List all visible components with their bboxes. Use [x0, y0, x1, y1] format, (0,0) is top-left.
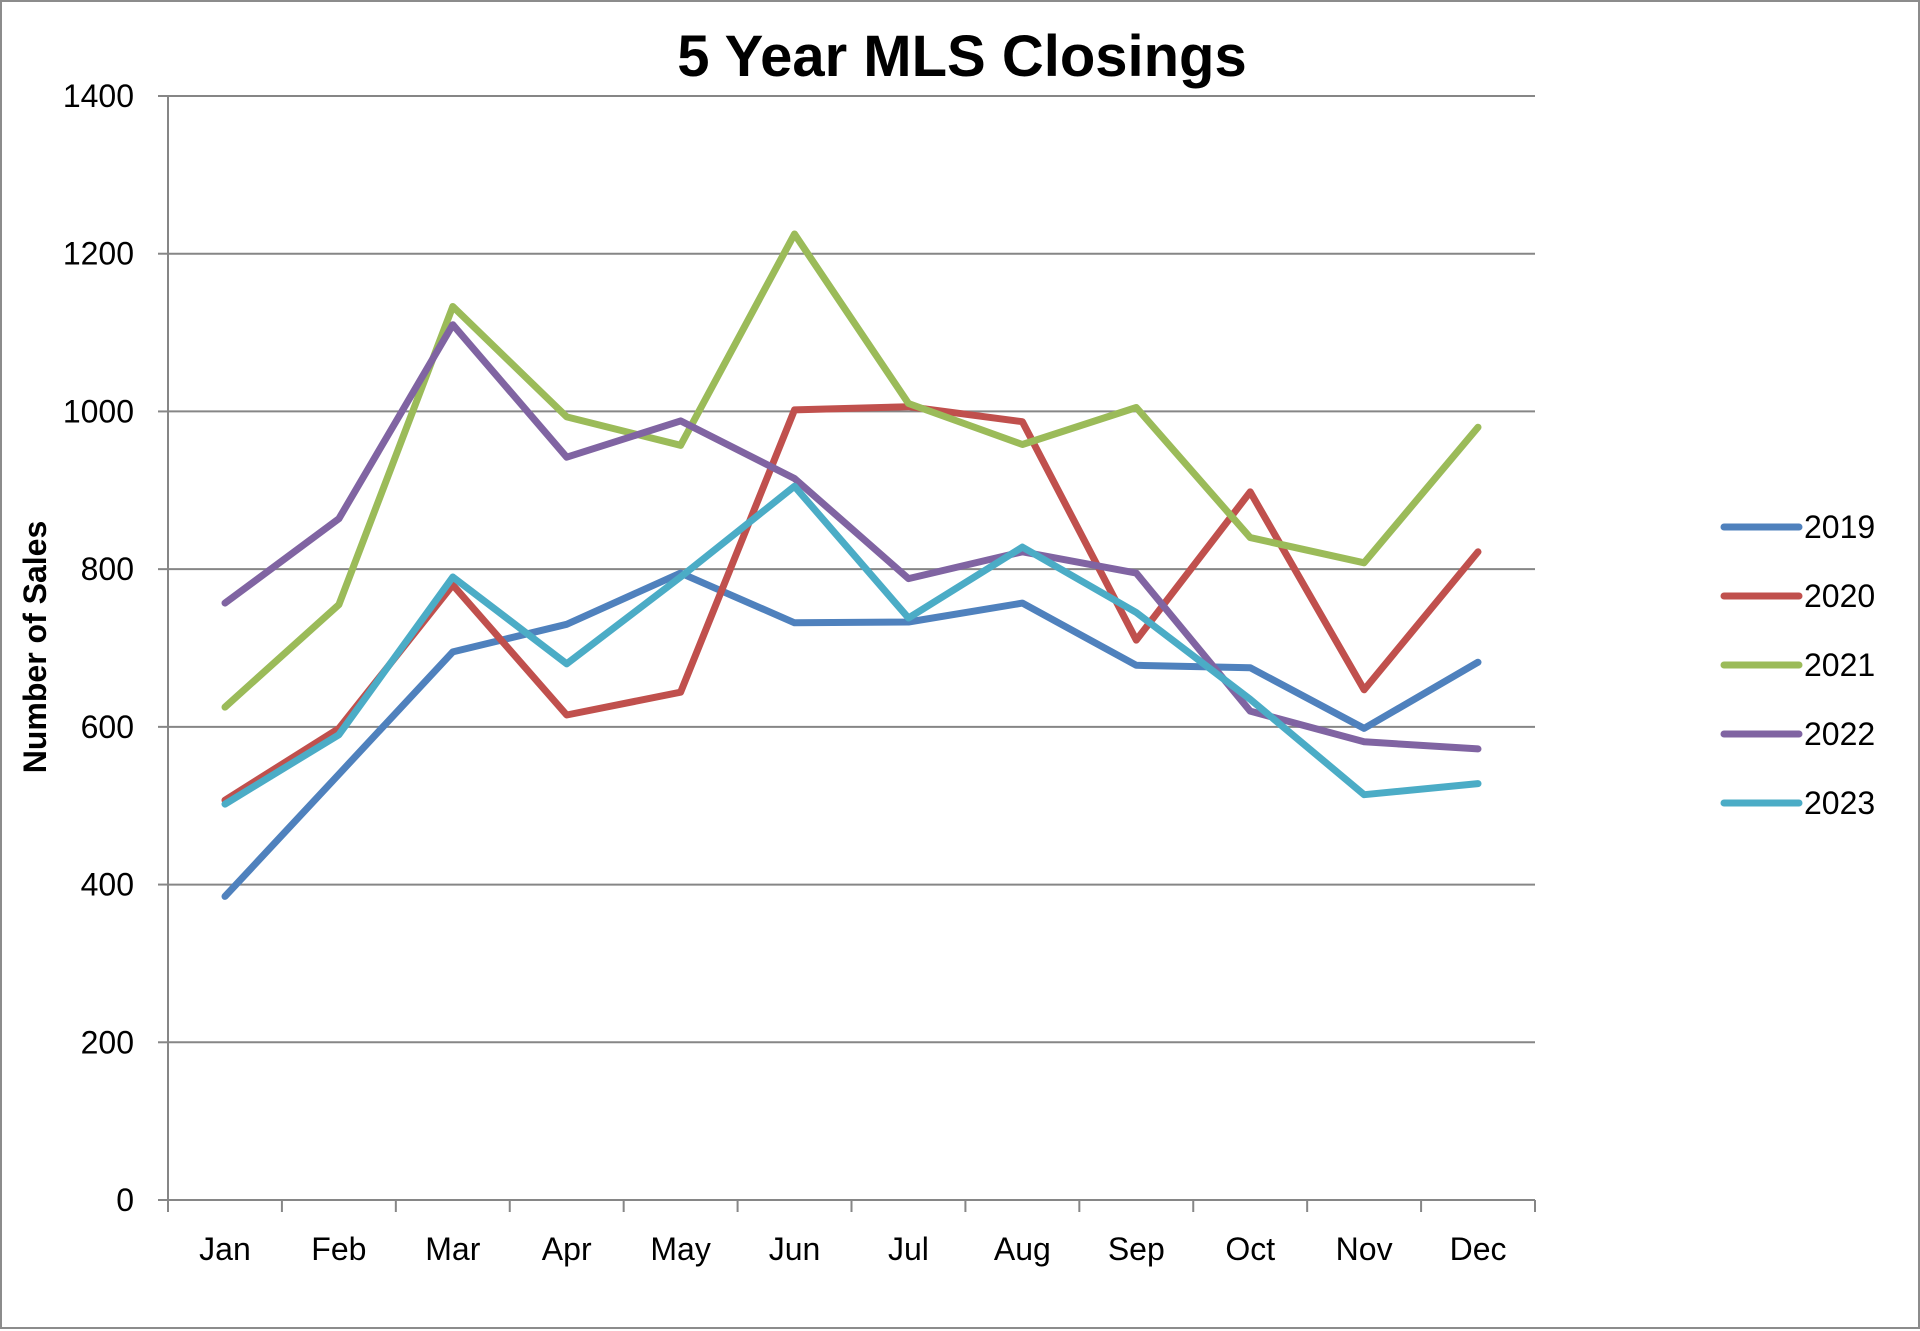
- y-tick-label: 1000: [63, 393, 134, 429]
- axes: [167, 96, 1535, 1201]
- y-tick-label: 200: [81, 1024, 134, 1060]
- x-tick-label: May: [650, 1231, 710, 1267]
- legend-label: 2020: [1804, 578, 1875, 614]
- x-tick-label: Jul: [888, 1231, 929, 1267]
- x-tick-label: Mar: [425, 1231, 480, 1267]
- y-tick-label: 400: [81, 867, 134, 903]
- x-tick-label: Feb: [311, 1231, 366, 1267]
- x-tick-label: Aug: [994, 1231, 1051, 1267]
- legend-label: 2019: [1804, 509, 1875, 545]
- y-tick-label: 0: [116, 1182, 134, 1218]
- y-tick-label: 800: [81, 551, 134, 587]
- y-tick-label: 1200: [63, 236, 134, 272]
- chart-title: 5 Year MLS Closings: [677, 24, 1246, 89]
- x-tick-label: Dec: [1450, 1231, 1507, 1267]
- series-lines: [221, 230, 1482, 900]
- x-tick-label: Sep: [1108, 1231, 1165, 1267]
- y-axis-ticks: 0 200 400 600 800 1000 1200 1400: [63, 78, 168, 1218]
- gridlines: [168, 95, 1535, 1044]
- legend: 2019 2020 2021 2022 2023: [1720, 509, 1875, 821]
- series-line-2023: [221, 482, 1482, 808]
- x-axis-ticks: Jan Feb Mar Apr May Jun Jul Aug Sep Oct Nov Dec: [167, 1200, 1536, 1267]
- series-line-2019: [221, 569, 1482, 900]
- legend-label: 2021: [1804, 647, 1875, 683]
- legend-label: 2022: [1804, 716, 1875, 752]
- x-tick-label: Oct: [1225, 1231, 1275, 1267]
- y-tick-label: 600: [81, 709, 134, 745]
- x-tick-label: Nov: [1336, 1231, 1393, 1267]
- x-tick-label: Jun: [769, 1231, 821, 1267]
- x-tick-label: Jan: [199, 1231, 251, 1267]
- y-tick-label: 1400: [63, 78, 134, 114]
- y-axis-label: Number of Sales: [17, 521, 53, 774]
- x-tick-label: Apr: [542, 1231, 592, 1267]
- series-line-2020: [221, 403, 1482, 804]
- legend-label: 2023: [1804, 785, 1875, 821]
